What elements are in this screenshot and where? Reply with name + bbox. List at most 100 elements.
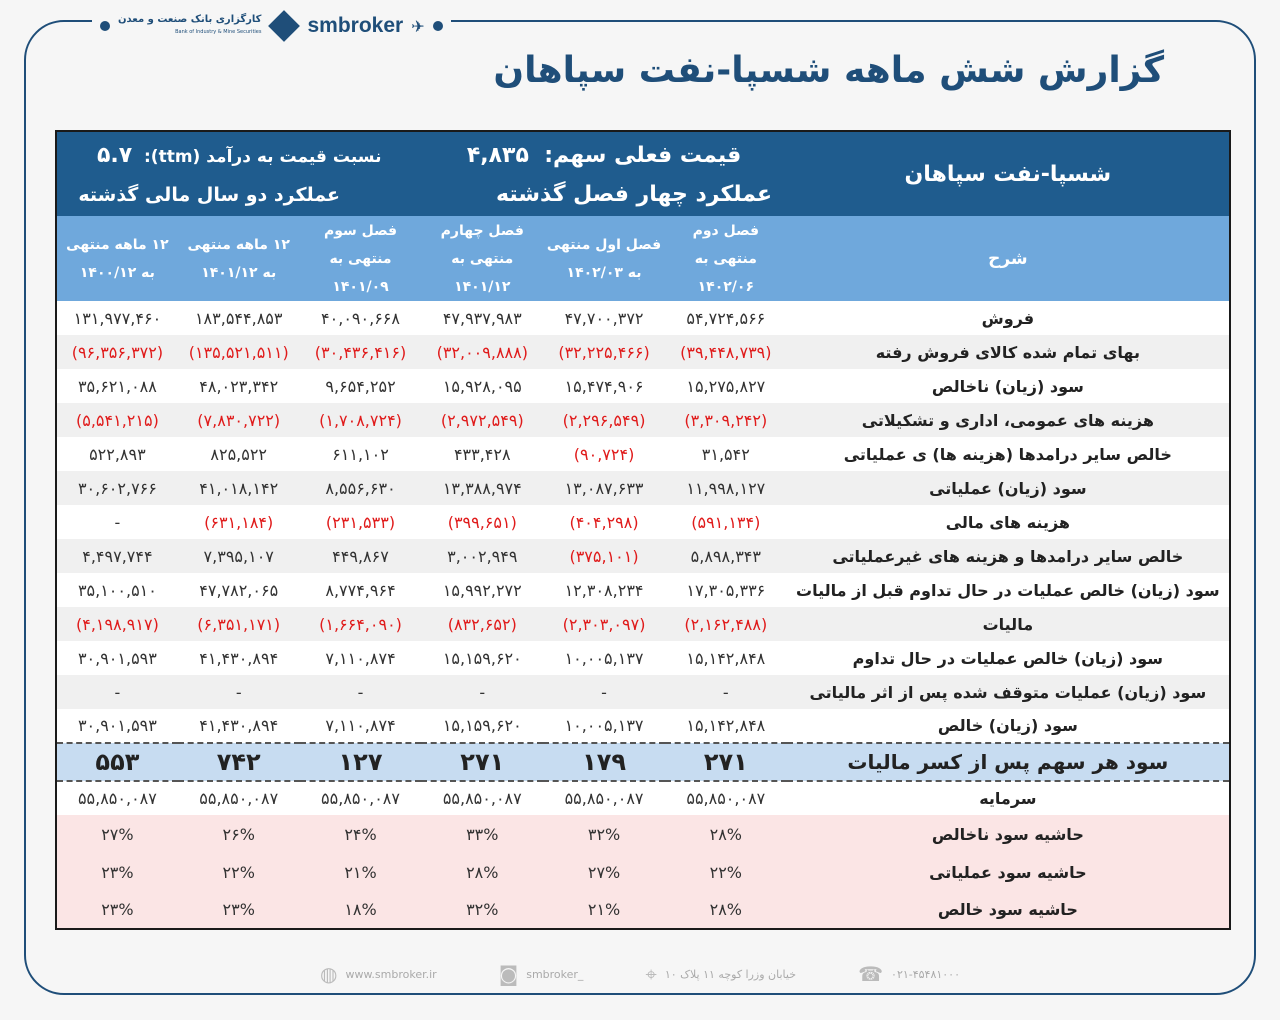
value-cell: ۱۷,۳۰۵,۳۳۶ bbox=[686, 580, 766, 600]
bank-name: کارگزاری بانک صنعت و معدن Bank of Industr… bbox=[118, 14, 262, 35]
value-cell: ۳۰,۶۰۲,۷۶۶ bbox=[56, 471, 178, 505]
value-cell: (۵,۵۴۱,۲۱۵) bbox=[56, 403, 178, 437]
column-header-line: ۱۴۰۲/۰۶ bbox=[697, 278, 754, 295]
value-cell: ۵۲۲,۸۹۳ bbox=[89, 444, 146, 464]
value-cell: (۱,۶۶۴,۰۹۰) bbox=[299, 607, 422, 641]
value-cell: ۱۷۹ bbox=[543, 742, 665, 782]
footer: ◍ www.smbroker.ir ◙ smbroker_ ⌖ خیابان وزرا… bbox=[320, 962, 960, 986]
row-label: مالیات bbox=[786, 607, 1230, 641]
value-cell: ۴۳۳,۴۲۸ bbox=[453, 444, 511, 464]
margin-row: حاشیه سود ناخالص ۲۸% ۳۲% ۳۳% ۲۴% ۲۶% ۲۷% bbox=[56, 815, 1230, 853]
value-cell: ۵,۸۹۸,۳۴۳ bbox=[664, 539, 787, 573]
table-row: هزینه های مالی (۵۹۱,۱۳۴) (۴۰۴,۲۹۸) (۳۹۹,۶۵۱… bbox=[56, 505, 1230, 539]
dot-decoration bbox=[100, 21, 110, 31]
value-cell: ۱۰,۰۰۵,۱۳۷ bbox=[564, 716, 644, 735]
value-cell: ۲۶% bbox=[177, 815, 300, 853]
row-label: بهای تمام شده کالای فروش رفته bbox=[786, 335, 1230, 369]
value-cell: ۸,۷۷۴,۹۶۴ bbox=[325, 580, 396, 600]
column-header-line: فصل دوم bbox=[692, 222, 760, 239]
column-header: فصل دوم منتهی به ۱۴۰۲/۰۶ bbox=[664, 216, 787, 301]
column-header: ۱۲ ماهه منتهی به ۱۴۰۱/۱۲ bbox=[177, 216, 300, 301]
table-row: سود (زیان) خالص عملیات در حال تداوم ۱۵,۱۴… bbox=[56, 641, 1230, 675]
value-cell: ۲۱% bbox=[543, 891, 665, 929]
row-label: حاشیه سود ناخالص bbox=[786, 815, 1230, 853]
row-label: هزینه های عمومی، اداری و تشکیلاتی bbox=[786, 403, 1230, 437]
value-cell: (۱,۷۰۸,۷۲۴) bbox=[299, 403, 422, 437]
value-cell: - bbox=[299, 675, 422, 709]
row-label: سود (زیان) خالص bbox=[937, 716, 1078, 735]
value-cell: (۳۹۹,۶۵۱) bbox=[447, 512, 517, 532]
table-row: فروش ۵۴,۷۲۴,۵۶۶ ۴۷,۷۰۰,۳۷۲ ۴۷,۹۳۷,۹۸۳ ۴۰,۰۹۰… bbox=[56, 301, 1230, 335]
telephone-icon: ☎ bbox=[858, 962, 884, 986]
value-cell: ۵۵,۸۵۰,۰۸۷ bbox=[77, 789, 157, 808]
value-cell: ۳۵,۶۲۱,۰۸۸ bbox=[77, 376, 157, 396]
value-cell: ۷,۱۱۰,۸۷۴ bbox=[325, 648, 396, 668]
column-header-line: منتهی به bbox=[329, 250, 392, 267]
pe-cell: نسبت قیمت به درآمد (ttm): ۵.۷ bbox=[56, 131, 422, 173]
value-cell: ۳۱,۵۴۲ bbox=[701, 444, 750, 464]
value-cell: ۲۷۱ bbox=[664, 742, 787, 782]
value-cell: ۴۱,۰۱۸,۱۴۲ bbox=[177, 471, 300, 505]
value-cell: ۷۴۲ bbox=[177, 742, 300, 782]
column-header-line: ۱۴۰۱/۱۲ bbox=[454, 278, 511, 295]
column-header-line: فصل چهارم bbox=[440, 222, 524, 239]
value-cell: (۲,۱۶۲,۴۸۸) bbox=[664, 607, 787, 641]
row-label: خالص سایر درامدها (هزینه ها) ی عملیاتی bbox=[843, 444, 1172, 464]
value-cell: ۲۳% bbox=[177, 891, 300, 929]
value-cell: (۸۳۲,۶۵۲) bbox=[421, 607, 544, 641]
column-header-line: ۱۲ ماهه منتهی bbox=[66, 236, 169, 253]
value-cell: ۱۲,۳۰۸,۲۳۴ bbox=[564, 580, 644, 600]
globe-icon: ◍ bbox=[320, 962, 338, 986]
value-cell: ۳۲% bbox=[421, 891, 544, 929]
value-cell: ۸,۵۵۶,۶۳۰ bbox=[299, 471, 422, 505]
location-pin-icon: ⌖ bbox=[645, 962, 657, 986]
value-cell: ۵۵,۸۵۰,۰۸۷ bbox=[321, 789, 400, 808]
column-header-line: به ۱۴۰۲/۰۳ bbox=[566, 264, 642, 281]
value-cell: ۱۵,۹۹۲,۲۷۲ bbox=[442, 580, 522, 600]
row-label: سود (زیان) خالص عملیات در حال تداوم bbox=[852, 648, 1164, 668]
column-header-line: فصل سوم bbox=[323, 222, 398, 239]
value-cell: ۲۲% bbox=[177, 853, 300, 891]
margin-row: حاشیه سود عملیاتی ۲۲% ۲۷% ۲۸% ۲۱% ۲۲% ۲۳% bbox=[56, 853, 1230, 891]
row-label: هزینه های مالی bbox=[945, 512, 1070, 532]
column-header-line: ۱۴۰۱/۰۹ bbox=[332, 278, 389, 295]
value-cell: ۴۷,۹۳۷,۹۸۳ bbox=[442, 308, 522, 328]
value-cell: - bbox=[177, 675, 300, 709]
bank-emblem-icon bbox=[268, 10, 301, 42]
row-label: سود (زیان) عملیاتی bbox=[786, 471, 1230, 505]
capital-row: سرمایه ۵۵,۸۵۰,۰۸۷ ۵۵,۸۵۰,۰۸۷ ۵۵,۸۵۰,۰۸۷ ۵۵,۸… bbox=[56, 781, 1230, 815]
phone: ☎ ۰۲۱-۴۵۴۸۱۰۰۰ bbox=[858, 962, 960, 986]
row-label: سود (زیان) ناخالص bbox=[931, 376, 1084, 396]
website[interactable]: ◍ www.smbroker.ir bbox=[320, 962, 437, 986]
value-cell: ۲۳% bbox=[56, 853, 178, 891]
value-cell: (۲۳۱,۵۳۳) bbox=[325, 512, 396, 532]
logo: کارگزاری بانک صنعت و معدن Bank of Industr… bbox=[92, 4, 451, 48]
value-cell: ۴۷,۷۰۰,۳۷۲ bbox=[564, 308, 644, 328]
value-cell: ۵۵۳ bbox=[56, 742, 178, 782]
value-cell: ۱۵,۱۵۹,۶۲۰ bbox=[442, 648, 522, 668]
value-cell: ۲۸% bbox=[421, 853, 544, 891]
page-frame bbox=[24, 20, 1256, 995]
value-cell: ۳۰,۹۰۱,۵۹۳ bbox=[77, 716, 157, 735]
value-cell: (۳۹,۴۴۸,۷۳۹) bbox=[664, 335, 787, 369]
value-cell: (۲,۳۰۳,۰۹۷) bbox=[543, 607, 665, 641]
value-cell: ۳۵,۱۰۰,۵۱۰ bbox=[77, 580, 157, 600]
value-cell: ۲۷۱ bbox=[421, 742, 544, 782]
row-label: سود (زیان) عملیات متوقف شده پس از اثر ما… bbox=[786, 675, 1230, 709]
column-header-line: به ۱۴۰۱/۱۲ bbox=[201, 264, 277, 281]
value-cell: ۲۲% bbox=[664, 853, 787, 891]
value-cell: ۲۷% bbox=[56, 815, 178, 853]
value-cell: ۱۵,۱۵۹,۶۲۰ bbox=[442, 716, 522, 735]
table-row: سود (زیان) عملیات متوقف شده پس از اثر ما… bbox=[56, 675, 1230, 709]
value-cell: ۵۵,۸۵۰,۰۸۷ bbox=[199, 789, 279, 808]
column-header: ۱۲ ماهه منتهی به ۱۴۰۰/۱۲ bbox=[56, 216, 178, 301]
column-header-line: منتهی به bbox=[694, 250, 757, 267]
value-cell: ۵۵,۸۵۰,۰۸۷ bbox=[686, 789, 766, 808]
table-row: خالص سایر درامدها (هزینه ها) ی عملیاتی ۳۱… bbox=[56, 437, 1230, 471]
value-cell: (۴,۱۹۸,۹۱۷) bbox=[56, 607, 178, 641]
value-cell: ۷,۳۹۵,۱۰۷ bbox=[177, 539, 300, 573]
value-cell: (۳,۳۰۹,۲۴۲) bbox=[664, 403, 787, 437]
value-cell: ۱۳,۰۸۷,۶۳۳ bbox=[543, 471, 665, 505]
value-cell: (۴۰۴,۲۹۸) bbox=[569, 512, 639, 532]
instagram[interactable]: ◙ smbroker_ bbox=[498, 962, 584, 986]
